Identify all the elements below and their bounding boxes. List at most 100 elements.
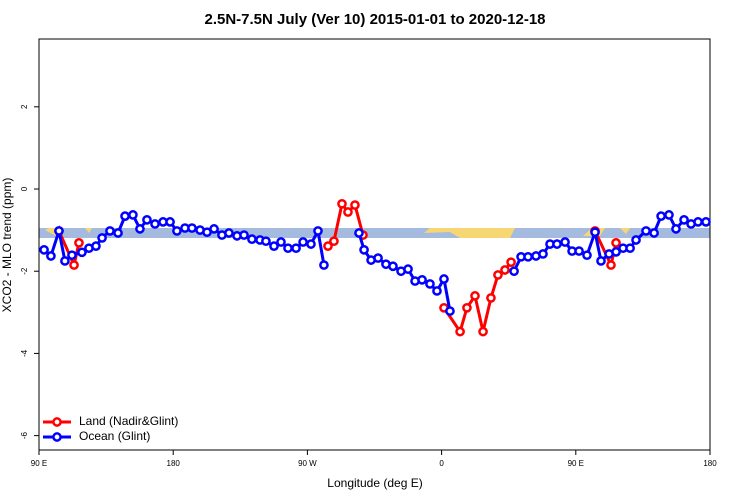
point bbox=[611, 238, 621, 248]
point bbox=[337, 198, 347, 209]
x-tick-label: 0 bbox=[439, 459, 444, 468]
point bbox=[538, 249, 548, 259]
point bbox=[509, 266, 519, 277]
point bbox=[120, 211, 130, 221]
point bbox=[493, 270, 503, 280]
legend-label: Land (Nadir&Glint) bbox=[79, 414, 178, 428]
point bbox=[506, 257, 516, 268]
point bbox=[209, 224, 219, 234]
point bbox=[298, 237, 308, 247]
point bbox=[224, 228, 234, 238]
x-tick-label: 180 bbox=[167, 459, 181, 468]
point bbox=[596, 256, 606, 266]
y-tick-label: 0 bbox=[20, 186, 29, 191]
y-tick-label: -2 bbox=[20, 267, 29, 275]
land-patch bbox=[620, 228, 630, 234]
legend-label: Ocean (Glint) bbox=[79, 429, 150, 443]
point bbox=[590, 227, 600, 238]
point bbox=[69, 260, 79, 270]
point bbox=[343, 207, 353, 217]
ocean-strip bbox=[39, 228, 710, 238]
point bbox=[359, 244, 369, 255]
point bbox=[671, 224, 681, 234]
legend-marker bbox=[52, 432, 62, 442]
point bbox=[679, 214, 689, 225]
point bbox=[77, 247, 87, 258]
point bbox=[150, 219, 160, 229]
point bbox=[664, 210, 674, 220]
point bbox=[641, 226, 651, 236]
point bbox=[582, 250, 592, 261]
plot-frame bbox=[38, 38, 711, 451]
y-tick-label: -6 bbox=[20, 432, 29, 440]
land-patch bbox=[85, 228, 92, 233]
point bbox=[54, 226, 64, 236]
x-tick-label: 180 bbox=[703, 459, 717, 468]
point bbox=[649, 228, 659, 238]
point bbox=[560, 237, 570, 247]
point bbox=[247, 234, 257, 245]
point bbox=[478, 326, 488, 337]
point bbox=[500, 265, 510, 275]
point bbox=[74, 238, 84, 248]
point bbox=[611, 247, 621, 257]
point bbox=[128, 210, 138, 220]
point bbox=[445, 306, 455, 316]
point bbox=[432, 286, 442, 296]
point bbox=[455, 326, 465, 337]
point bbox=[388, 261, 398, 272]
point bbox=[319, 260, 329, 270]
x-axis-label: Longitude (deg E) bbox=[327, 476, 422, 490]
point bbox=[373, 253, 383, 263]
land-patch bbox=[424, 228, 515, 238]
point bbox=[261, 236, 271, 247]
point bbox=[574, 246, 584, 256]
point bbox=[67, 250, 77, 261]
point bbox=[172, 226, 182, 236]
point bbox=[306, 239, 316, 249]
point bbox=[425, 279, 435, 289]
point bbox=[417, 274, 427, 285]
point bbox=[291, 243, 301, 254]
point bbox=[105, 226, 115, 236]
point bbox=[323, 241, 333, 251]
point bbox=[276, 237, 286, 247]
point bbox=[39, 244, 49, 255]
point bbox=[486, 293, 496, 303]
y-tick-label: -4 bbox=[20, 349, 29, 357]
point bbox=[523, 251, 533, 262]
point bbox=[606, 260, 616, 270]
x-tick-label: 90 W bbox=[298, 459, 317, 468]
point bbox=[631, 235, 641, 245]
point bbox=[60, 256, 70, 266]
point bbox=[135, 224, 145, 234]
point bbox=[470, 291, 480, 301]
point bbox=[46, 251, 56, 261]
point bbox=[552, 239, 562, 249]
legend-marker bbox=[52, 417, 62, 427]
point bbox=[187, 223, 197, 233]
point bbox=[350, 200, 360, 210]
point bbox=[165, 217, 175, 227]
point bbox=[113, 228, 123, 238]
x-tick-label: 90 E bbox=[568, 459, 584, 468]
point bbox=[462, 302, 472, 313]
point bbox=[239, 230, 249, 240]
point bbox=[656, 211, 666, 221]
point bbox=[625, 243, 635, 254]
series-line bbox=[57, 200, 618, 336]
point bbox=[313, 226, 323, 236]
point bbox=[354, 228, 364, 238]
chart-title: 2.5N-7.5N July (Ver 10) 2015-01-01 to 20… bbox=[204, 11, 545, 28]
point bbox=[269, 241, 279, 251]
point bbox=[439, 274, 449, 284]
point bbox=[403, 264, 413, 275]
point bbox=[701, 217, 711, 227]
point bbox=[142, 214, 152, 225]
point bbox=[693, 217, 703, 227]
y-axis-label: XCO2 - MLO trend (ppm) bbox=[0, 178, 14, 313]
point bbox=[283, 243, 293, 254]
x-tick-label: 90 E bbox=[31, 459, 47, 468]
